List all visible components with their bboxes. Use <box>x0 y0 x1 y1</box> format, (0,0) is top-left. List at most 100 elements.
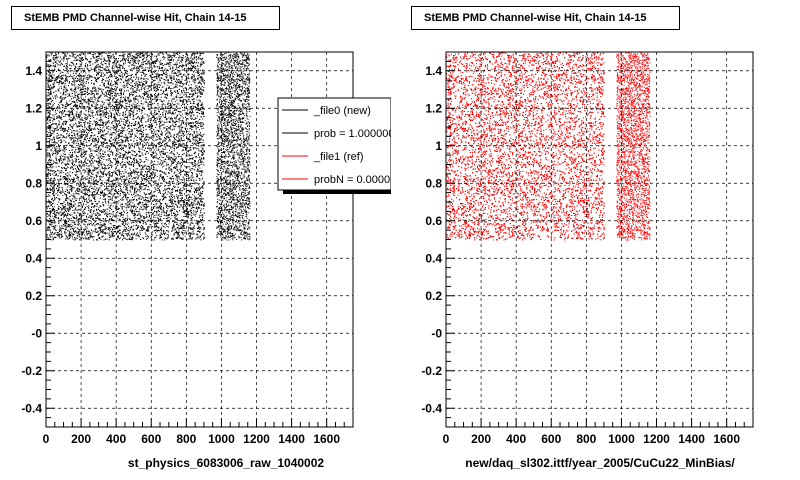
data-point <box>110 93 112 95</box>
data-point <box>198 171 200 173</box>
data-point <box>96 59 98 61</box>
data-point <box>127 58 129 60</box>
data-point <box>193 62 194 64</box>
data-point <box>142 154 144 156</box>
data-point <box>190 65 192 67</box>
data-point <box>174 101 176 103</box>
data-point <box>86 216 88 218</box>
data-point <box>67 202 69 204</box>
data-point <box>167 175 169 177</box>
data-point <box>84 70 86 72</box>
data-point <box>137 137 138 138</box>
data-point <box>200 137 202 139</box>
data-point <box>115 168 116 170</box>
data-point <box>49 84 51 86</box>
data-point <box>121 208 123 210</box>
data-point <box>203 90 205 92</box>
data-point <box>92 111 94 113</box>
data-point <box>127 229 129 231</box>
data-point <box>109 84 111 86</box>
data-point <box>46 95 48 97</box>
data-point <box>155 59 157 61</box>
data-point <box>198 166 200 168</box>
data-point <box>78 135 80 137</box>
data-point <box>71 191 73 193</box>
data-point <box>89 147 91 149</box>
data-point <box>191 59 193 61</box>
data-point <box>117 191 119 193</box>
data-point <box>110 134 112 135</box>
data-point <box>155 136 157 138</box>
data-point <box>198 143 199 145</box>
data-point <box>158 130 160 132</box>
data-point <box>103 158 105 160</box>
data-point <box>136 200 138 201</box>
data-point <box>198 150 200 152</box>
data-point <box>60 154 62 156</box>
data-point <box>101 134 103 136</box>
data-point <box>79 205 81 207</box>
data-point <box>110 87 112 89</box>
data-point <box>93 86 95 88</box>
data-point <box>87 191 89 193</box>
data-point <box>133 158 135 160</box>
data-point <box>71 142 73 143</box>
data-point <box>62 82 64 84</box>
data-point <box>172 121 174 123</box>
data-point <box>183 219 184 221</box>
data-point <box>173 87 175 89</box>
data-point <box>134 61 136 63</box>
data-point <box>128 175 130 177</box>
data-point <box>179 85 180 87</box>
data-point <box>162 193 164 195</box>
data-point <box>187 144 189 146</box>
data-point <box>185 102 187 104</box>
data-point <box>54 161 56 163</box>
data-point <box>153 66 155 67</box>
data-point <box>73 116 74 118</box>
data-point <box>139 218 141 220</box>
data-point <box>102 173 104 175</box>
data-point <box>186 176 188 177</box>
data-point <box>60 150 61 152</box>
data-point <box>176 177 178 179</box>
data-point <box>89 209 91 211</box>
data-point <box>113 184 115 186</box>
data-point <box>105 174 107 176</box>
data-point <box>56 204 58 206</box>
data-point <box>102 106 103 108</box>
data-point <box>92 230 94 232</box>
data-point <box>80 122 82 123</box>
data-point <box>194 107 196 109</box>
data-point <box>181 219 183 221</box>
data-point <box>164 104 166 106</box>
data-point <box>136 82 138 84</box>
data-point <box>159 120 161 122</box>
data-point <box>181 105 183 107</box>
data-point <box>192 98 194 100</box>
data-point <box>172 102 174 104</box>
data-point <box>130 53 132 54</box>
data-point <box>102 211 104 212</box>
data-point <box>199 100 201 102</box>
data-point <box>55 158 57 160</box>
data-point <box>146 203 148 205</box>
data-point <box>100 222 102 224</box>
data-point <box>166 233 168 235</box>
data-point <box>122 130 124 132</box>
data-point <box>148 136 150 138</box>
data-point <box>175 118 177 120</box>
data-point <box>122 100 124 102</box>
data-point <box>190 232 192 234</box>
data-point <box>88 75 90 77</box>
data-point <box>172 124 174 126</box>
data-point <box>191 201 193 203</box>
data-point <box>140 169 142 171</box>
data-point <box>157 113 159 115</box>
data-point <box>199 236 201 238</box>
data-point <box>50 110 51 112</box>
data-point <box>193 198 195 200</box>
data-point <box>54 146 56 148</box>
data-point <box>108 80 110 82</box>
data-point <box>59 159 61 161</box>
